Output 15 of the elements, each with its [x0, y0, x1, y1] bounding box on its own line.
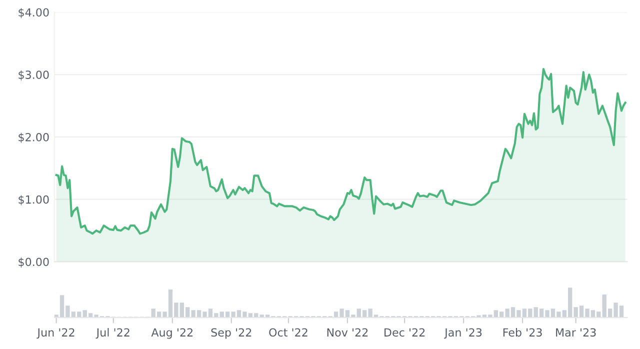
x-tick-label: Feb '23 — [503, 328, 542, 337]
x-tick-label: Dec '22 — [384, 328, 425, 337]
x-tick-label: Aug '22 — [151, 328, 192, 339]
y-tick-label: $2.00 — [18, 132, 49, 143]
y-tick-label: $3.00 — [18, 70, 49, 80]
x-tick-label: Jul '22 — [96, 328, 130, 339]
x-tick-label: Jun '22 — [36, 328, 74, 339]
y-tick-label: $1.00 — [18, 195, 49, 206]
y-tick-label: $0.00 — [18, 258, 49, 268]
y-tick-label: $4.00 — [18, 8, 49, 18]
x-tick-label: Sep '22 — [211, 328, 252, 339]
x-tick-label: Oct '22 — [269, 328, 308, 337]
x-tick-label: Mar '23 — [556, 328, 596, 337]
x-tick-label: Nov '22 — [327, 328, 368, 337]
x-tick-label: Jan '23 — [444, 328, 482, 339]
